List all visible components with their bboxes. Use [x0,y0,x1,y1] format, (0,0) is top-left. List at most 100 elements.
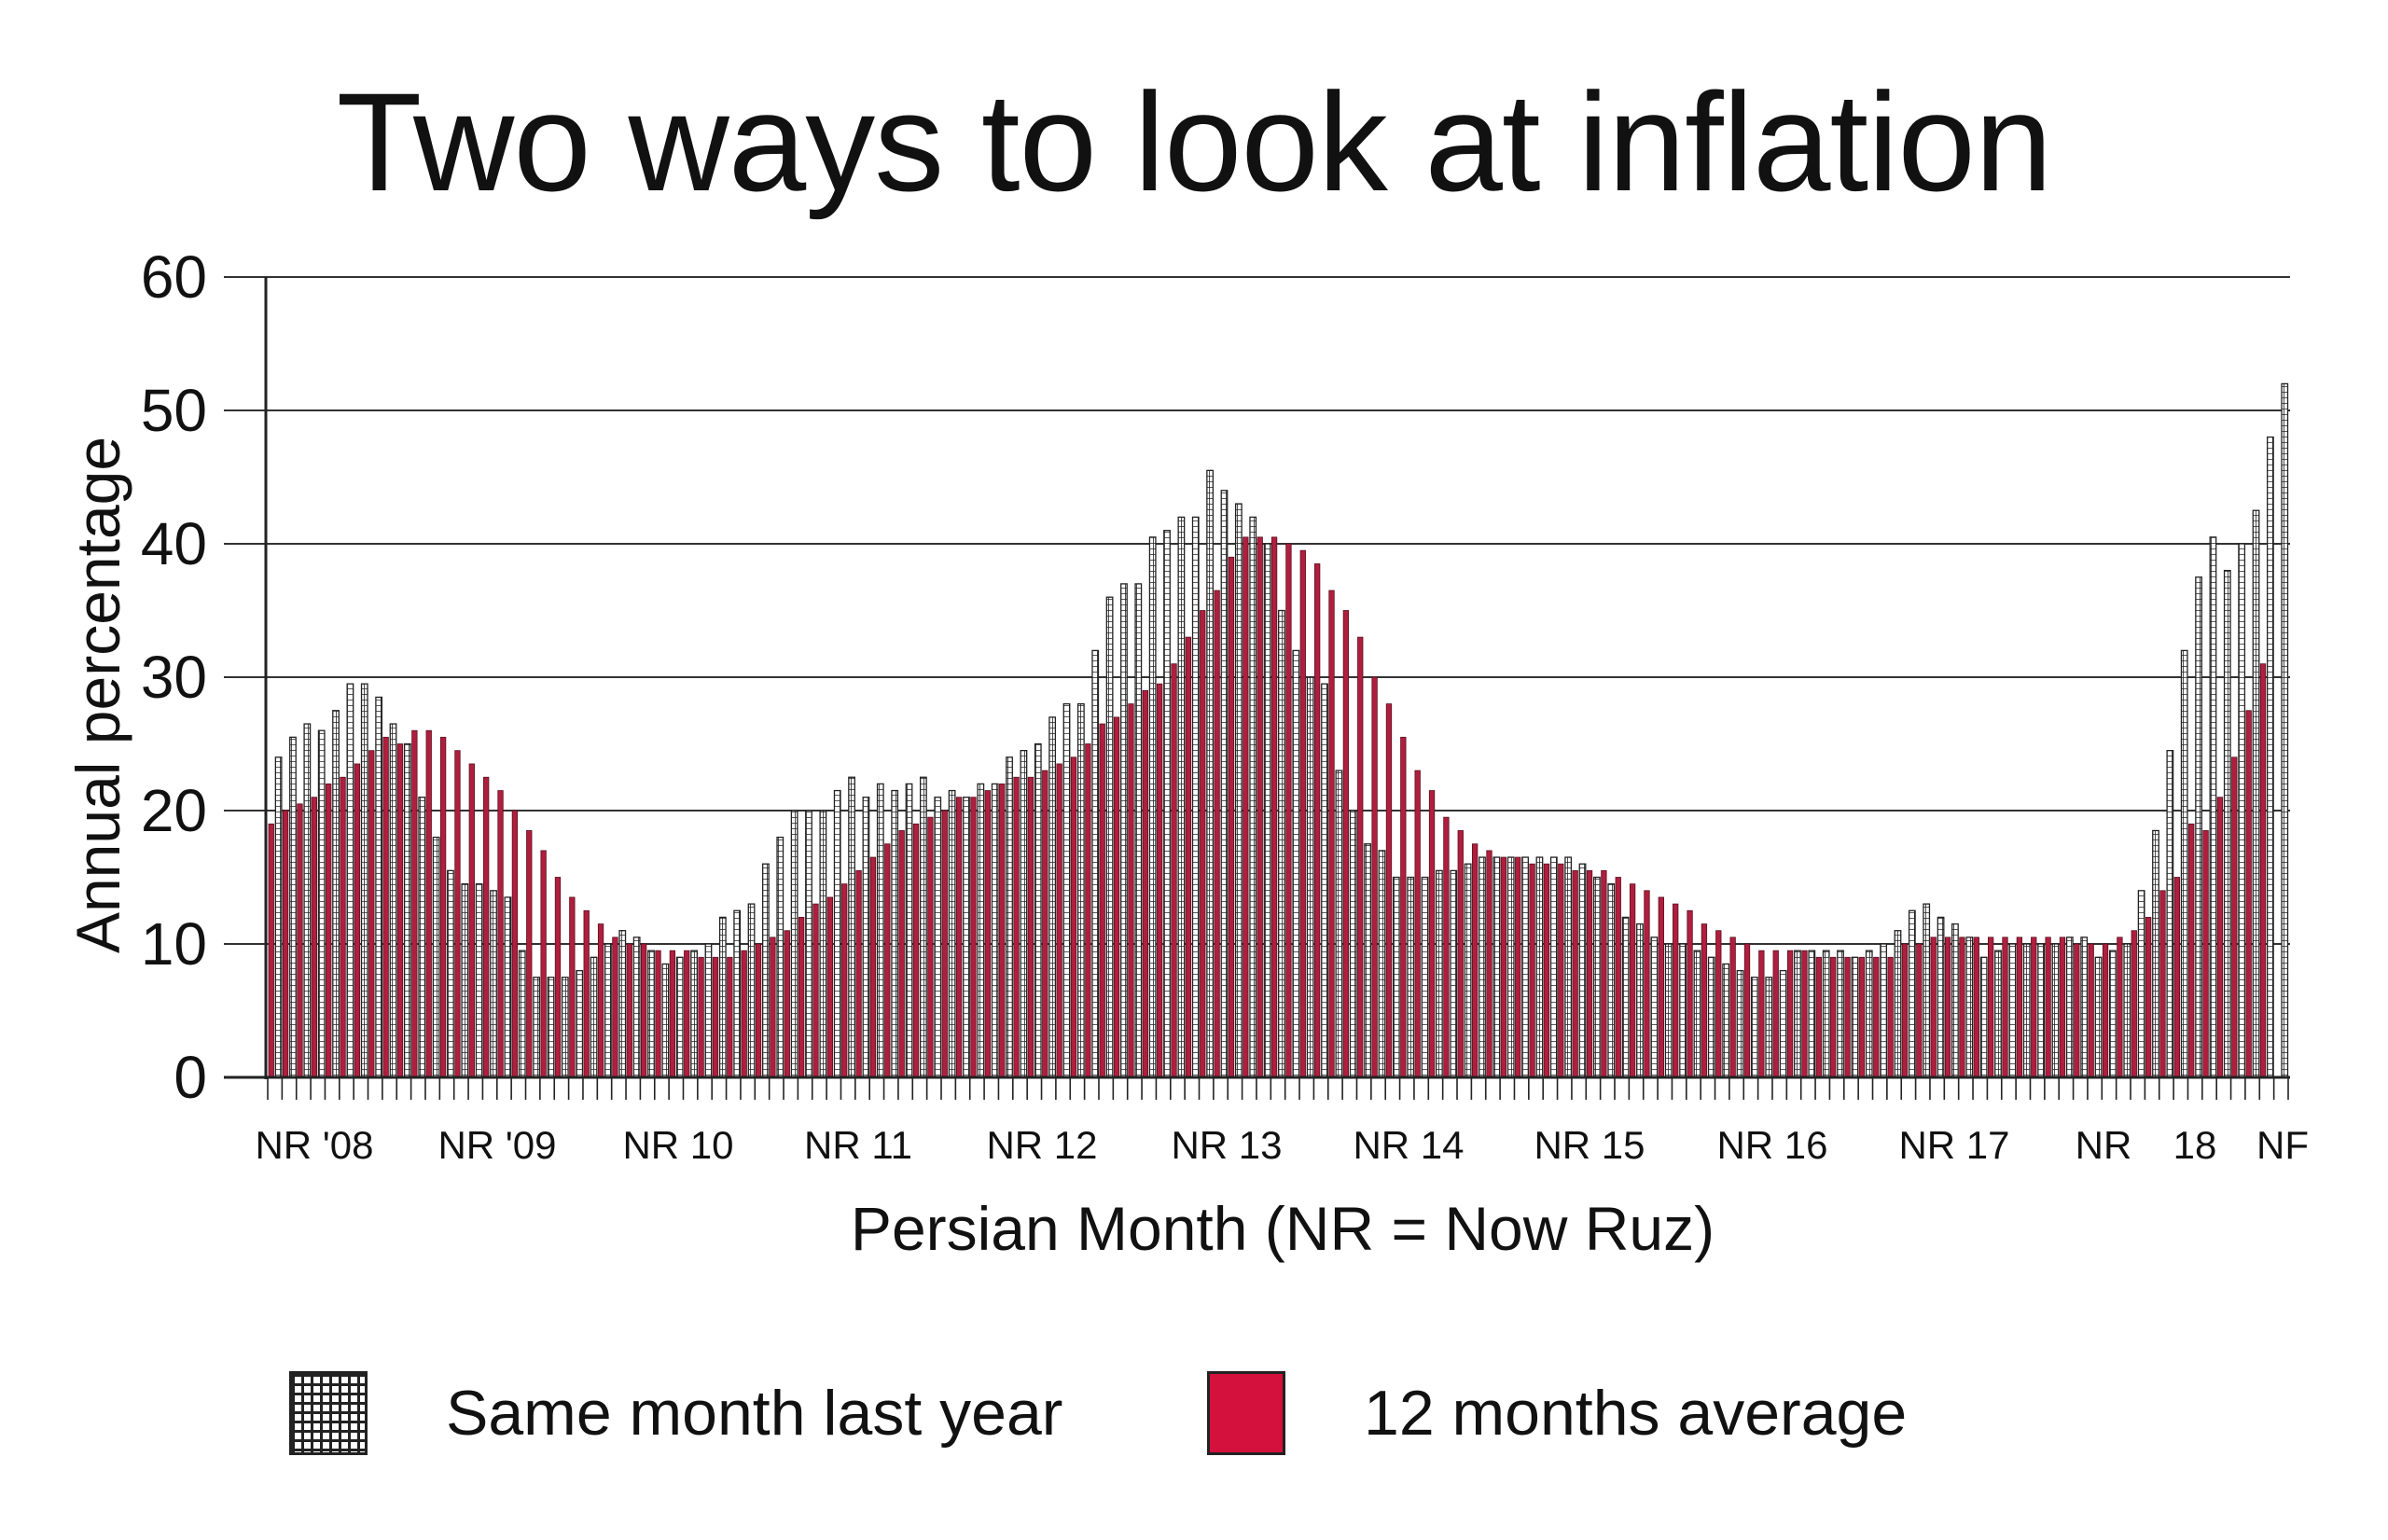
bar-same-month [1908,909,1916,1078]
bar-12-month-average [1772,950,1779,1078]
bar-same-month [1937,916,1945,1078]
bar-12-month-average [1830,956,1837,1078]
bar-12-month-average [597,923,604,1078]
bar-12-month-average [2088,943,2094,1078]
bar-same-month [1994,950,2002,1078]
bar-12-month-average [1729,936,1736,1078]
x-tick-label: NR 14 [1353,1123,1464,1167]
bar-12-month-average [812,903,819,1078]
bar-same-month [1592,876,1601,1078]
bar-12-month-average [396,743,404,1078]
bar-12-month-average [1400,736,1407,1078]
bar-12-month-average [1414,770,1421,1078]
bar-same-month [2152,829,2159,1078]
bar-12-month-average [770,936,776,1078]
bar-same-month [1521,856,1529,1078]
bar-same-month [963,797,970,1078]
bar-12-month-average [1428,790,1436,1078]
bar-12-month-average [497,790,504,1078]
bar-12-month-average [984,790,991,1078]
bar-same-month [1392,876,1400,1078]
bar-same-month [1234,503,1243,1078]
bar-12-month-average [1342,610,1350,1078]
bar-12-month-average [641,943,647,1078]
bar-same-month [1120,583,1128,1078]
bar-same-month [2223,569,2231,1078]
x-tick-label: 18 [2173,1123,2217,1167]
x-tick-label: NF [2256,1123,2309,1167]
bar-12-month-average [1615,877,1621,1078]
bar-same-month [1450,869,1458,1078]
bar-same-month [389,723,397,1078]
x-tick-label: NR '09 [437,1123,556,1167]
bar-12-month-average [912,823,920,1078]
bar-same-month [661,963,670,1078]
bar-same-month [1062,702,1071,1078]
bar-same-month [647,950,655,1078]
bar-12-month-average [1786,950,1794,1078]
bar-12-month-average [2131,930,2137,1078]
bar-same-month [1865,950,1873,1078]
x-tick-label: NR [2076,1123,2132,1167]
bar-same-month [2209,536,2217,1078]
y-tick-label: 10 [141,910,207,978]
bar-12-month-average [326,784,332,1078]
y-tick-label: 50 [141,377,207,444]
bar-same-month [1020,750,1028,1078]
bar-12-month-average [727,956,733,1078]
bar-12-month-average [468,763,475,1078]
bar-12-month-average [1601,869,1607,1078]
x-tick-label: NR 17 [1898,1123,2009,1167]
bar-same-month [274,756,283,1078]
bar-12-month-average [1959,936,1965,1078]
bar-12-month-average [1844,956,1851,1078]
bar-same-month [1263,543,1271,1078]
bar-same-month [2281,382,2289,1078]
bar-12-month-average [1858,956,1866,1078]
bar-12-month-average [1085,743,1091,1078]
bar-same-month [1794,950,1801,1078]
bar-12-month-average [1673,903,1679,1078]
bar-12-month-average [2031,936,2037,1078]
bar-12-month-average [2173,877,2181,1078]
bar-12-month-average [511,810,519,1078]
x-tick-label: NR 10 [622,1123,733,1167]
bar-12-month-average [2159,890,2166,1078]
bar-same-month [1220,490,1229,1078]
bar-12-month-average [1572,869,1578,1078]
bar-12-month-average [669,950,676,1078]
bar-12-month-average [1515,856,1521,1078]
bar-same-month [2008,943,2017,1078]
bar-same-month [2022,943,2031,1078]
bar-12-month-average [1285,543,1292,1078]
bar-same-month [418,797,426,1078]
bar-12-month-average [1027,776,1034,1078]
bar-12-month-average [1558,863,1564,1078]
bar-same-month [303,723,312,1078]
bar-same-month [1664,943,1673,1078]
bar-same-month [1006,756,1013,1078]
bar-12-month-average [1973,936,1979,1078]
bar-12-month-average [755,943,762,1078]
bar-same-month [2123,943,2131,1078]
bar-12-month-average [1171,663,1177,1078]
bar-same-month [848,776,855,1078]
bar-12-month-average [382,736,389,1078]
bar-same-month [1549,856,1558,1078]
bar-12-month-average [1988,936,1994,1078]
bar-12-month-average [2202,830,2209,1078]
bar-same-month [2065,936,2074,1078]
bar-12-month-average [1328,590,1335,1078]
bar-same-month [891,789,899,1078]
bar-12-month-average [941,810,948,1078]
bar-same-month [1292,649,1300,1078]
bar-12-month-average [1256,536,1263,1078]
bar-same-month [1278,609,1285,1078]
bar-12-month-average [483,776,490,1078]
bar-same-month [1421,876,1429,1078]
bar-same-month [675,956,684,1078]
bar-same-month [790,810,798,1078]
bar-same-month [561,977,569,1078]
bar-12-month-average [1200,610,1206,1078]
bar-same-month [447,869,454,1078]
